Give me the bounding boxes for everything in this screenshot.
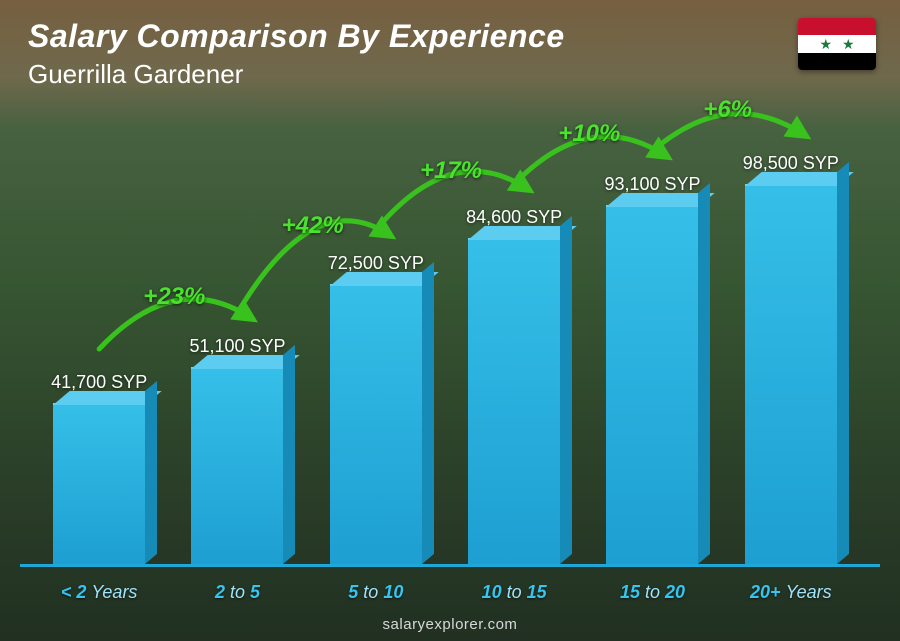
bar-slot: 98,500 SYP: [722, 153, 860, 564]
bar: [745, 184, 837, 564]
increase-pct-label: +6%: [703, 96, 752, 124]
bar-slot: 41,700 SYP: [30, 372, 168, 564]
increase-pct-label: +42%: [282, 212, 344, 240]
chart-area: 41,700 SYP 51,100 SYP 72,500 SYP 84,600 SYP…: [30, 110, 860, 564]
baseline: [20, 564, 880, 567]
x-axis-labels: < 2 Years2 to 55 to 1010 to 1515 to 2020…: [30, 582, 860, 603]
bar-value-label: 51,100 SYP: [189, 336, 285, 357]
flag-stripe-top: [798, 18, 876, 35]
x-axis-label: 10 to 15: [445, 582, 583, 603]
bar: [53, 403, 145, 564]
footer-attribution: salaryexplorer.com: [0, 616, 900, 633]
increase-pct-label: +23%: [143, 283, 205, 311]
bar-value-label: 41,700 SYP: [51, 372, 147, 393]
bar: [468, 238, 560, 564]
bar: [191, 367, 283, 564]
country-flag-icon: ★ ★: [798, 18, 876, 70]
x-axis-label: 15 to 20: [583, 582, 721, 603]
x-axis-label: 2 to 5: [168, 582, 306, 603]
bar-slot: 72,500 SYP: [307, 253, 445, 564]
x-axis-label: 20+ Years: [722, 582, 860, 603]
chart-subtitle: Guerrilla Gardener: [28, 59, 565, 90]
bar-slot: 51,100 SYP: [168, 336, 306, 564]
x-axis-label: < 2 Years: [30, 582, 168, 603]
increase-pct-label: +10%: [558, 120, 620, 148]
flag-star-icon: ★: [842, 37, 855, 51]
increase-pct-label: +17%: [420, 157, 482, 185]
title-block: Salary Comparison By Experience Guerrill…: [28, 18, 565, 90]
bar: [330, 284, 422, 564]
flag-star-icon: ★: [819, 37, 832, 51]
bar-slot: 84,600 SYP: [445, 207, 583, 564]
chart-canvas: Salary Comparison By Experience Guerrill…: [0, 0, 900, 641]
bar-value-label: 72,500 SYP: [328, 253, 424, 274]
bar-value-label: 98,500 SYP: [743, 153, 839, 174]
x-axis-label: 5 to 10: [307, 582, 445, 603]
flag-stripe-bottom: [798, 53, 876, 70]
bar-value-label: 84,600 SYP: [466, 207, 562, 228]
chart-title: Salary Comparison By Experience: [28, 18, 565, 55]
bar-value-label: 93,100 SYP: [604, 174, 700, 195]
bar-slot: 93,100 SYP: [583, 174, 721, 564]
bar: [606, 205, 698, 564]
flag-stripe-mid: ★ ★: [798, 35, 876, 52]
